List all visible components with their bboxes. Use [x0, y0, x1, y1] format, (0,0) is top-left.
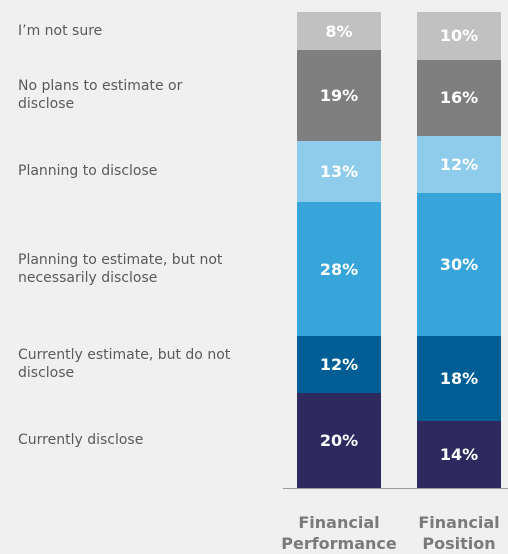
baseline	[283, 488, 508, 489]
bar-segment: 16%	[417, 59, 501, 136]
bar-segment: 30%	[417, 192, 501, 336]
bar-segment: 20%	[297, 392, 381, 488]
legend-label: Planning to estimate, but not necessaril…	[18, 252, 223, 287]
bar-segment: 14%	[417, 421, 501, 488]
bar-segment: 12%	[297, 335, 381, 393]
bar-segment: 13%	[297, 140, 381, 203]
bar-segment: 10%	[417, 12, 501, 60]
x-tick-label: Financial Position	[418, 513, 500, 553]
bar-segment: 12%	[417, 135, 501, 193]
bar-segment: 28%	[297, 202, 381, 336]
x-tick-label: Financial Performance	[281, 513, 397, 553]
legend-label: Planning to disclose	[18, 163, 158, 180]
bar-segment: 8%	[297, 12, 381, 51]
bar-segment: 19%	[297, 50, 381, 141]
legend-label: Currently disclose	[18, 432, 144, 449]
legend-label: I’m not sure	[18, 23, 103, 40]
bar-segment: 18%	[417, 335, 501, 422]
legend-label: No plans to estimate or disclose	[18, 78, 183, 113]
legend-label: Currently estimate, but do not disclose	[18, 347, 231, 382]
